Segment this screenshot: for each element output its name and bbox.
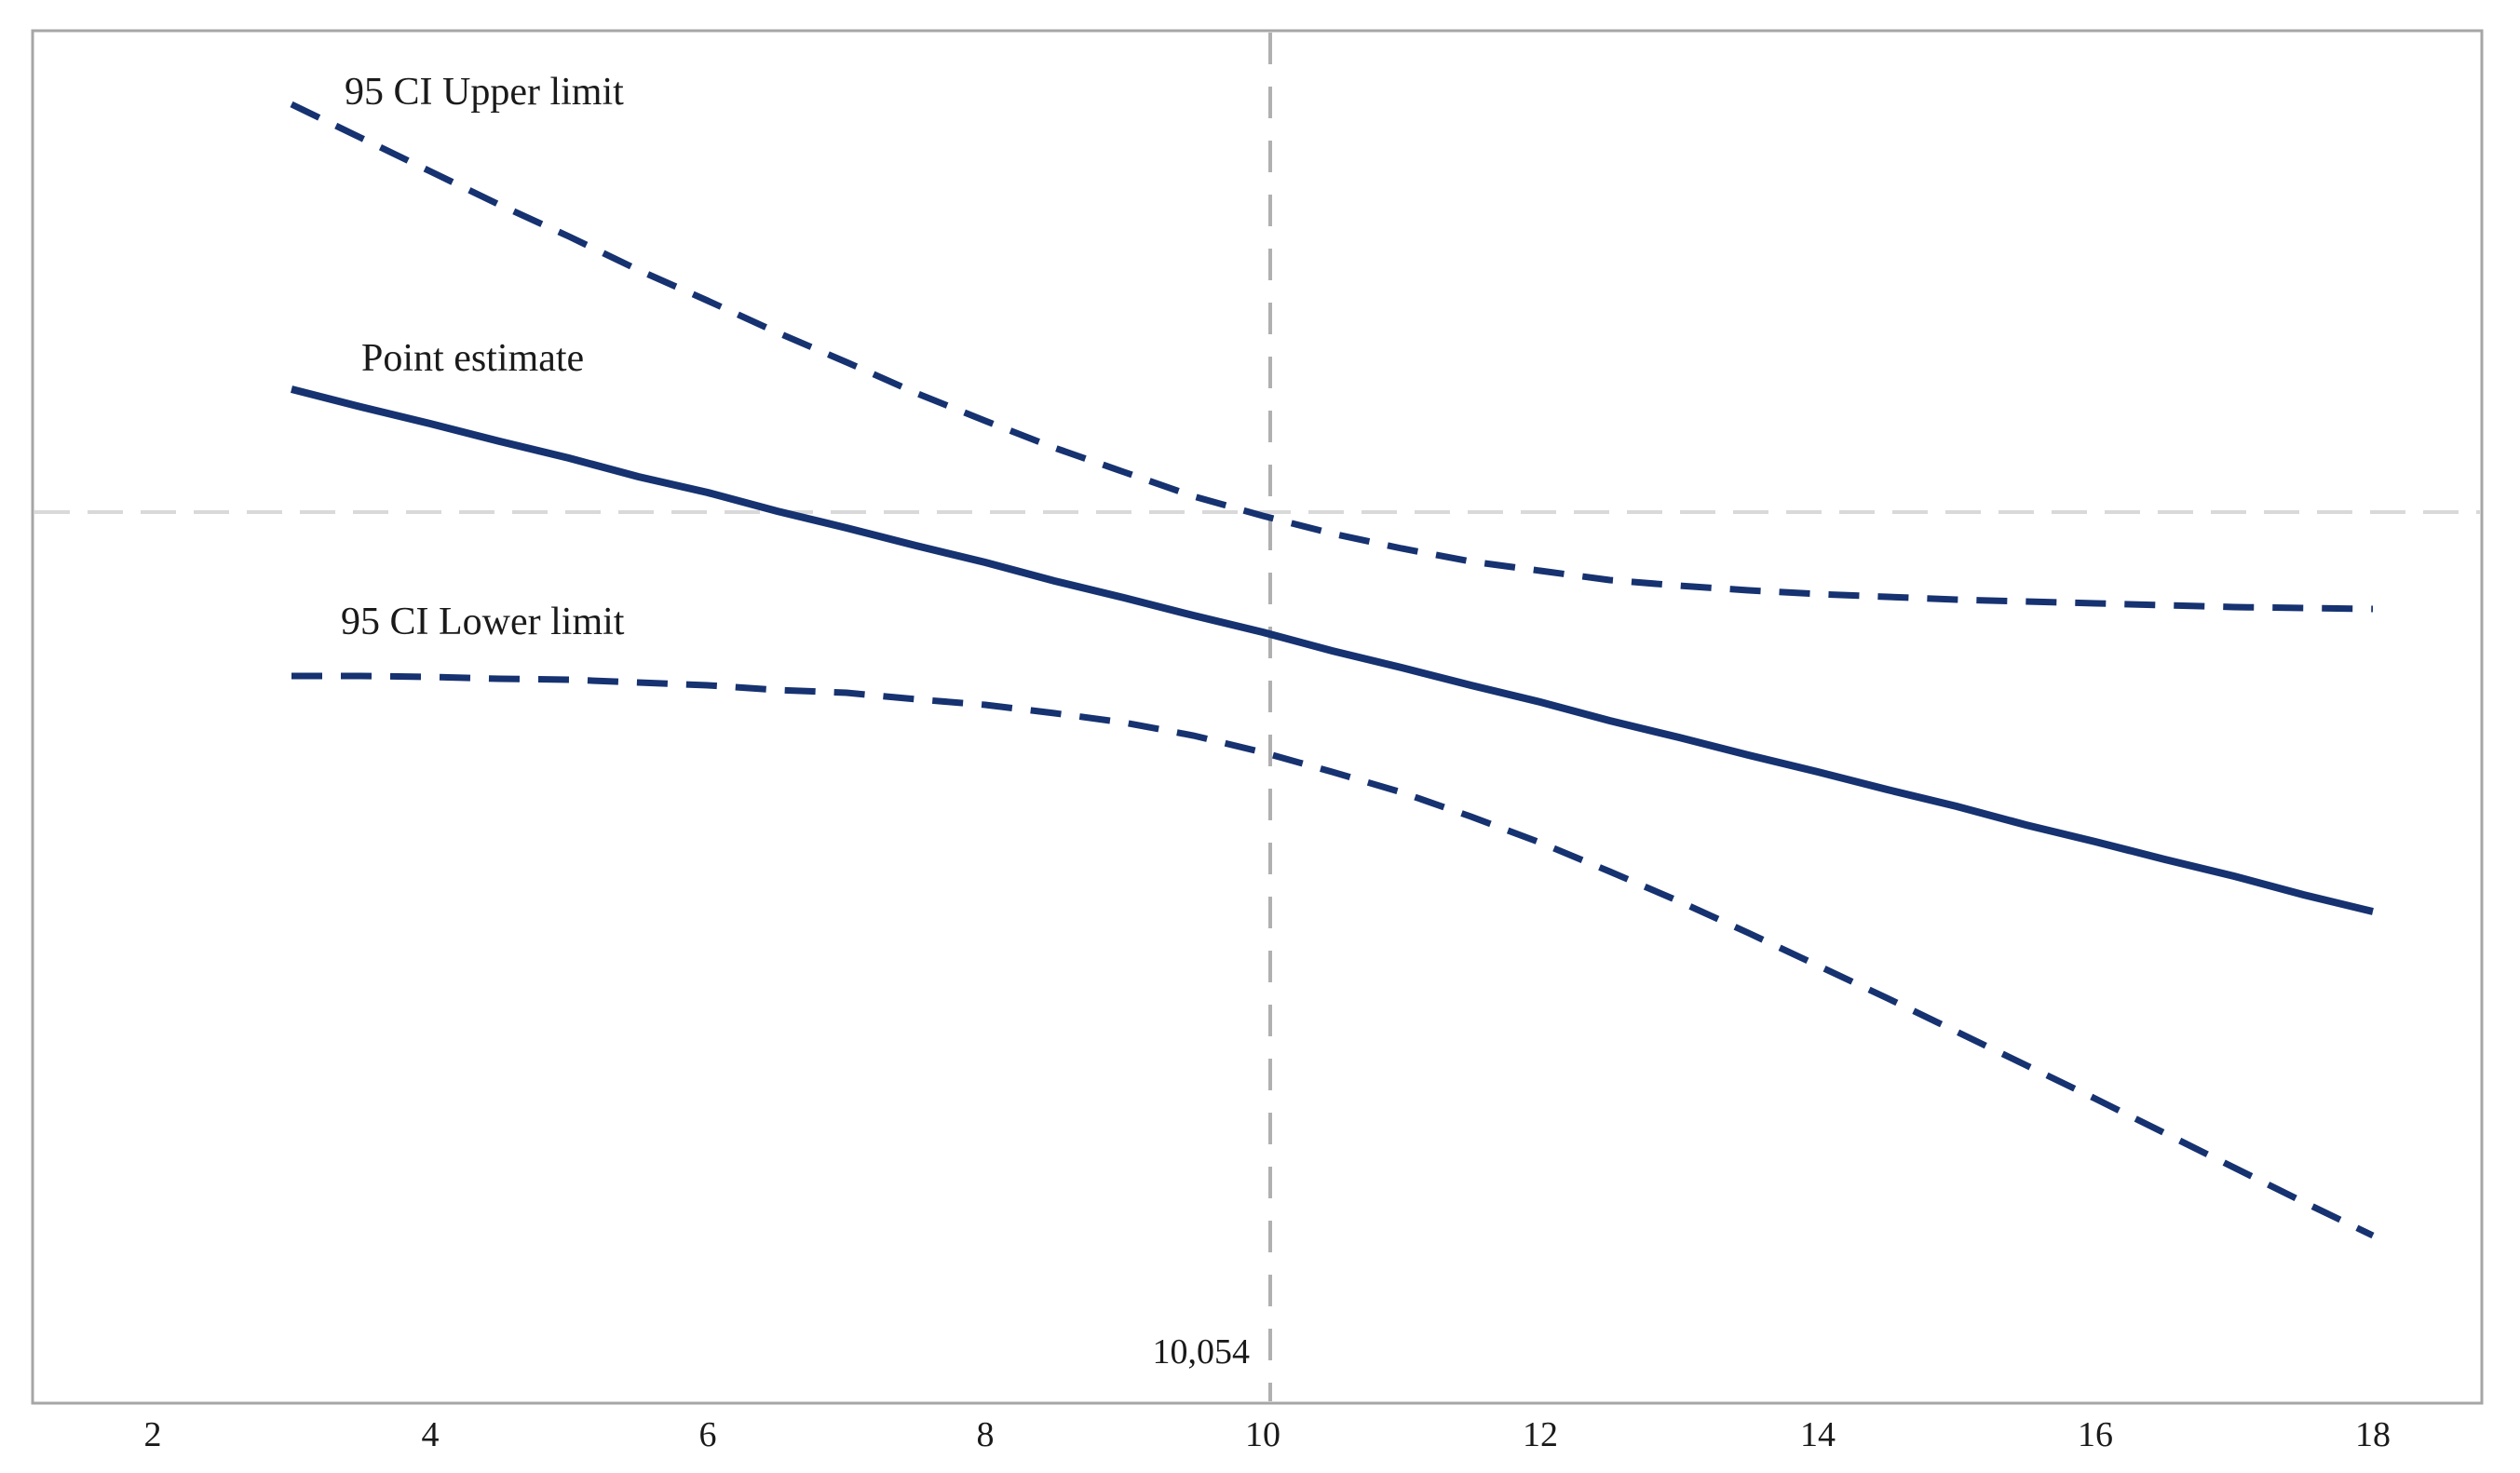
- ci-lower-label: 95 CI Lower limit: [341, 601, 625, 643]
- x-tick-label: 18: [2355, 1415, 2391, 1454]
- x-tick-label: 4: [422, 1415, 440, 1454]
- x-tick-label: 8: [977, 1415, 995, 1454]
- threshold-value-label: 10,054: [1153, 1332, 1251, 1372]
- x-tick-label: 16: [2078, 1415, 2113, 1454]
- x-tick-label: 10: [1245, 1415, 1280, 1454]
- ci-lower-line: [291, 672, 2375, 1239]
- ci-upper-line: [290, 101, 2374, 613]
- x-tick-label: 6: [699, 1415, 717, 1454]
- x-tick-label: 14: [1800, 1415, 1836, 1454]
- plot-border: [31, 29, 2484, 1405]
- x-tick-label: 12: [1523, 1415, 1558, 1454]
- x-tick-label: 2: [144, 1415, 162, 1454]
- ci-upper-label: 95 CI Upper limit: [345, 71, 624, 114]
- point-estimate-label: Point estimate: [361, 337, 584, 380]
- point-estimate-line: [291, 385, 2374, 915]
- x-axis-tick-labels: 2 4 6 8 10 12 14 16 18: [144, 1415, 2391, 1454]
